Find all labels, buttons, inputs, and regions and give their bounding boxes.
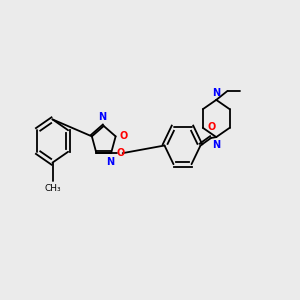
Text: O: O: [119, 131, 128, 141]
Text: N: N: [106, 157, 114, 167]
Text: N: N: [212, 140, 220, 149]
Text: O: O: [207, 122, 216, 132]
Text: CH₃: CH₃: [44, 184, 61, 193]
Text: N: N: [212, 88, 220, 98]
Text: N: N: [98, 112, 106, 122]
Text: O: O: [116, 148, 124, 158]
